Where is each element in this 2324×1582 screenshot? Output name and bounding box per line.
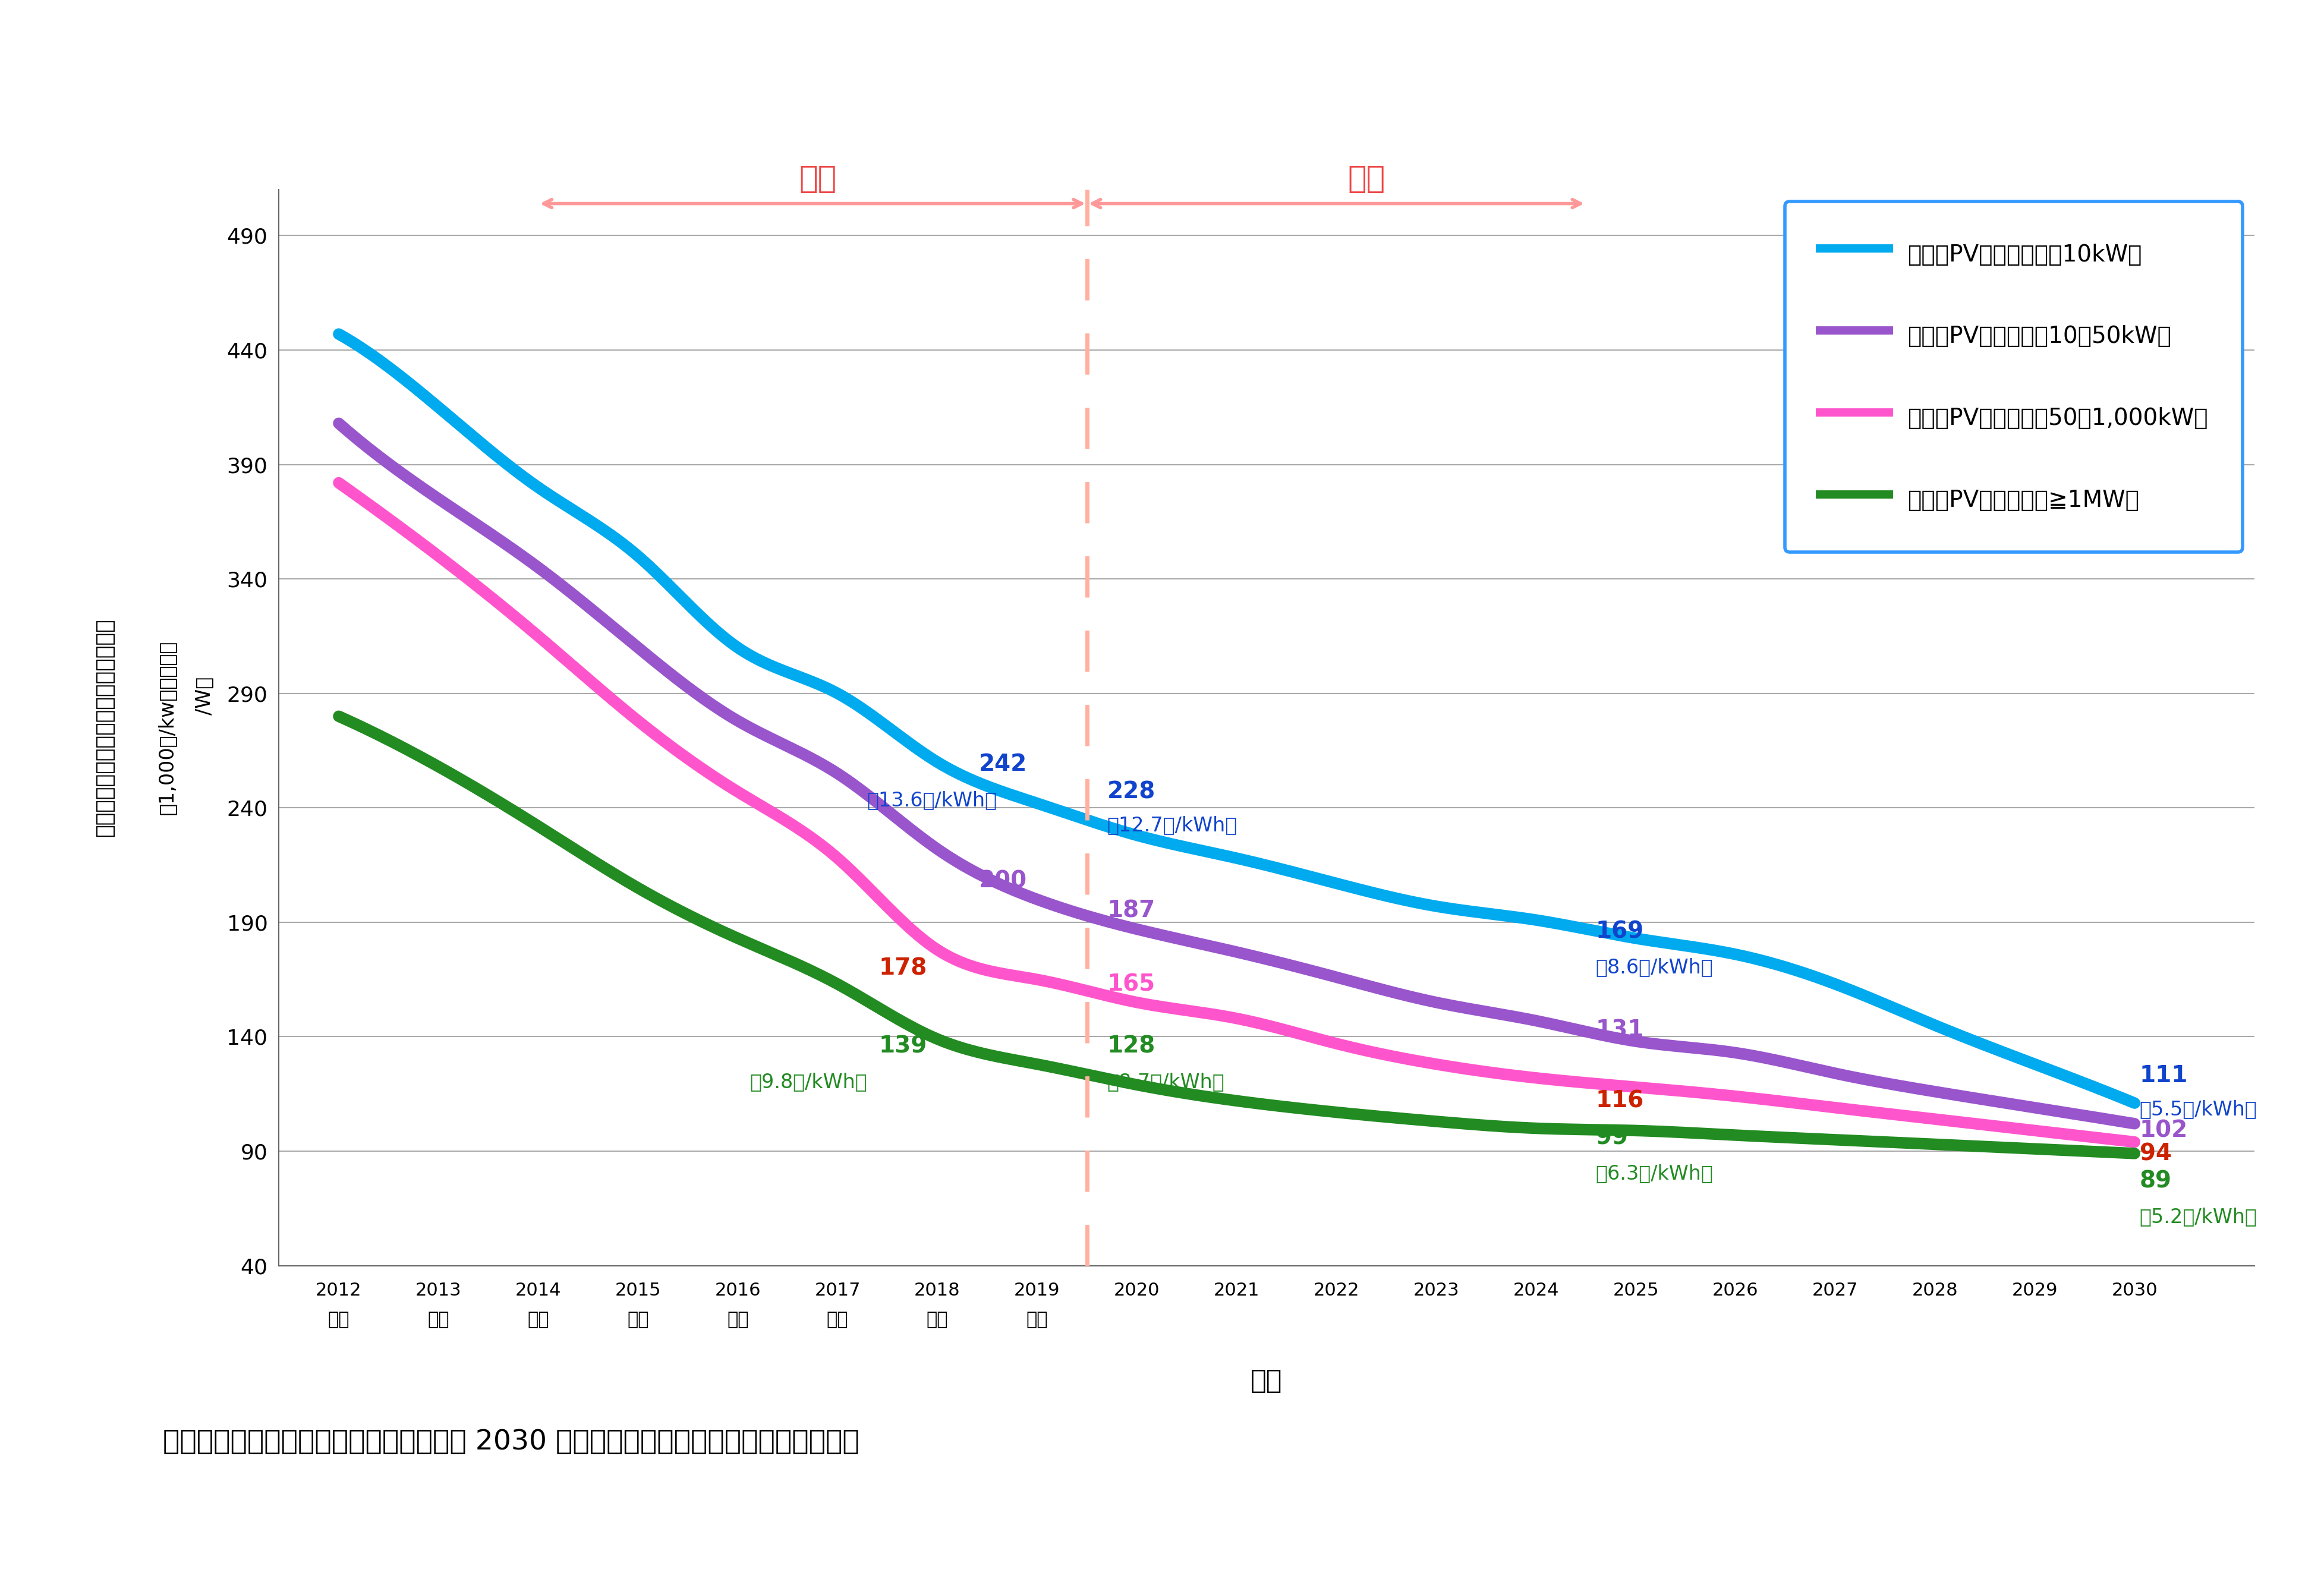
Text: 実績: 実績 <box>328 1311 349 1329</box>
Text: 実績: 実績 <box>627 1311 648 1329</box>
Text: （9.8円/kWh）: （9.8円/kWh） <box>751 1073 867 1092</box>
Text: （6.3円/kWh）: （6.3円/kWh） <box>1597 1164 1713 1183</box>
Text: 2019: 2019 <box>1013 1281 1060 1299</box>
Text: 実績: 実績 <box>727 1311 748 1329</box>
Text: 実績: 実績 <box>927 1311 948 1329</box>
Text: 128: 128 <box>1106 1035 1155 1057</box>
Text: 2016: 2016 <box>716 1281 760 1299</box>
Text: 2014: 2014 <box>516 1281 562 1299</box>
Text: 169: 169 <box>1597 921 1643 943</box>
Text: 94: 94 <box>2140 1142 2171 1164</box>
Text: 2015: 2015 <box>616 1281 660 1299</box>
Text: 予測: 予測 <box>1348 163 1385 195</box>
Text: 図　導入・技術開発加速ケースにおける 2030 年度までの太陽光発電システム価格想定: 図 導入・技術開発加速ケースにおける 2030 年度までの太陽光発電システム価格… <box>163 1429 860 1455</box>
Text: 2022: 2022 <box>1313 1281 1360 1299</box>
Text: 実績: 実績 <box>827 1311 848 1329</box>
Text: （5.5円/kWh）: （5.5円/kWh） <box>2140 1099 2257 1118</box>
Text: /W）: /W） <box>195 677 214 715</box>
Text: 2012: 2012 <box>316 1281 363 1299</box>
Text: 2027: 2027 <box>1813 1281 1859 1299</box>
Text: 実績: 実績 <box>799 163 837 195</box>
Text: 111: 111 <box>2140 1065 2187 1087</box>
Text: 2029: 2029 <box>2013 1281 2057 1299</box>
Text: 各種太陽光発電システムにおける価格: 各種太陽光発電システムにおける価格 <box>95 619 114 837</box>
Text: （13.6円/kWh）: （13.6円/kWh） <box>867 791 997 810</box>
Text: 200: 200 <box>978 870 1027 892</box>
Text: 242: 242 <box>978 753 1027 775</box>
Text: 2026: 2026 <box>1713 1281 1759 1299</box>
Text: 2023: 2023 <box>1413 1281 1459 1299</box>
Text: 実績: 実績 <box>428 1311 449 1329</box>
Text: （1,000円/kw、または円: （1,000円/kw、または円 <box>158 641 177 815</box>
Text: 187: 187 <box>1106 900 1155 922</box>
Text: （5.2円/kWh）: （5.2円/kWh） <box>2140 1207 2257 1226</box>
Text: （8.6円/kWh）: （8.6円/kWh） <box>1597 957 1713 978</box>
Text: 102: 102 <box>2140 1120 2187 1142</box>
Text: 2024: 2024 <box>1513 1281 1559 1299</box>
Text: 2020: 2020 <box>1113 1281 1160 1299</box>
Text: （8.7円/kWh）: （8.7円/kWh） <box>1106 1073 1225 1092</box>
Text: 年度: 年度 <box>1250 1368 1283 1394</box>
Text: 165: 165 <box>1106 973 1155 995</box>
Text: 2017: 2017 <box>813 1281 860 1299</box>
Text: 116: 116 <box>1597 1090 1643 1112</box>
Text: 2025: 2025 <box>1613 1281 1659 1299</box>
Text: 2018: 2018 <box>913 1281 960 1299</box>
Text: 178: 178 <box>878 957 927 979</box>
Text: 139: 139 <box>878 1035 927 1057</box>
Text: 99: 99 <box>1597 1126 1627 1149</box>
Text: 実績: 実績 <box>528 1311 548 1329</box>
Text: 2013: 2013 <box>416 1281 462 1299</box>
Text: 実績: 実績 <box>1027 1311 1048 1329</box>
Legend: 住宅用PVシステム（＜10kW）, 小規模PVシステム（10〜50kW）, 中規模PVシステム（50〜1,000kW）, 大規模PVシステム（≧1MW）: 住宅用PVシステム（＜10kW）, 小規模PVシステム（10〜50kW）, 中規… <box>1785 201 2243 552</box>
Text: 89: 89 <box>2140 1169 2171 1193</box>
Text: 2030: 2030 <box>2113 1281 2157 1299</box>
Text: 2021: 2021 <box>1213 1281 1260 1299</box>
Text: （12.7円/kWh）: （12.7円/kWh） <box>1106 816 1236 835</box>
Text: 131: 131 <box>1597 1019 1643 1041</box>
Text: 2028: 2028 <box>1913 1281 1959 1299</box>
Text: 228: 228 <box>1106 780 1155 804</box>
